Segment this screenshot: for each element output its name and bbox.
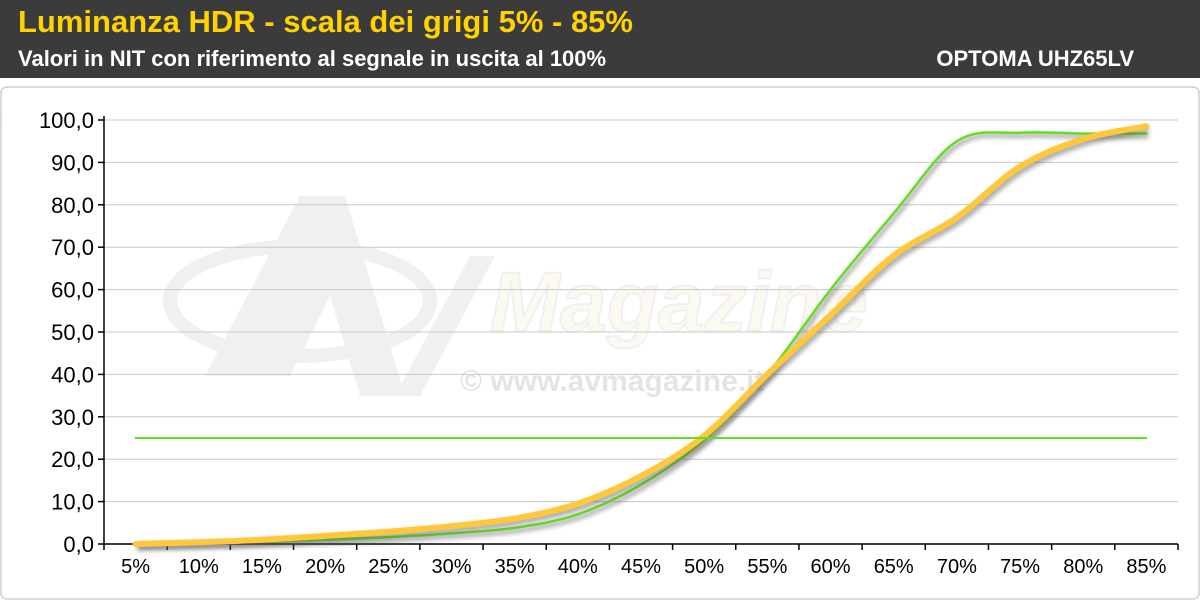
data-point <box>387 437 389 439</box>
data-point <box>1019 132 1021 134</box>
data-point <box>135 437 137 439</box>
data-point <box>514 437 516 439</box>
data-point <box>1146 126 1148 128</box>
data-point <box>956 437 958 439</box>
data-point <box>703 435 705 437</box>
data-point <box>767 437 769 439</box>
data-point <box>577 514 579 516</box>
data-point <box>640 437 642 439</box>
watermark-brand: Magazine <box>490 255 868 349</box>
x-tick-label: 80% <box>1063 556 1103 578</box>
x-tick-label: 60% <box>811 556 851 578</box>
data-point <box>1019 437 1021 439</box>
y-tick-label: 0,0 <box>63 532 94 557</box>
x-tick-label: 15% <box>242 556 282 578</box>
data-point <box>261 539 263 541</box>
data-point <box>703 437 705 439</box>
data-point <box>767 374 769 376</box>
x-tick-label: 5% <box>121 556 150 578</box>
x-tick-label: 30% <box>431 556 471 578</box>
data-point <box>1082 138 1084 140</box>
x-tick-label: 70% <box>937 556 977 578</box>
x-tick-label: 45% <box>621 556 661 578</box>
data-point <box>830 437 832 439</box>
y-tick-label: 40,0 <box>51 362 94 387</box>
chart-area: Magazine © www.avmagazine.it 0,0 10,0 20,0… <box>0 86 1200 600</box>
data-point <box>1082 437 1084 439</box>
x-tick-label: 50% <box>684 556 724 578</box>
data-point <box>1082 133 1084 135</box>
x-tick-label: 65% <box>874 556 914 578</box>
series-shadow-1 <box>137 125 1150 551</box>
data-point <box>451 525 453 527</box>
y-tick-label: 70,0 <box>51 235 94 260</box>
watermark-url: © www.avmagazine.it <box>460 365 764 398</box>
x-tick-label: 10% <box>179 556 219 578</box>
data-point <box>1019 166 1021 168</box>
data-point <box>893 255 895 257</box>
data-point <box>956 140 958 142</box>
grid <box>104 119 1178 503</box>
chart-header: Luminanza HDR - scala dei grigi 5% - 85%… <box>0 0 1200 78</box>
device-model: OPTOMA UHZ65LV <box>936 46 1134 71</box>
series-line-1 <box>132 123 1150 547</box>
watermark: Magazine © www.avmagazine.it <box>163 196 869 398</box>
data-point <box>387 531 389 533</box>
data-point <box>577 437 579 439</box>
y-tick-label: 10,0 <box>51 490 94 515</box>
axes: 0,0 10,0 20,0 30,0 40,0 50,0 60,0 70,0 80,0 90,0 1… <box>39 108 1179 578</box>
data-point <box>830 314 832 316</box>
x-tick-label: 35% <box>495 556 535 578</box>
x-tick-label: 20% <box>305 556 345 578</box>
data-point <box>956 217 958 219</box>
data-point <box>577 503 579 505</box>
y-tick-label: 30,0 <box>51 405 94 430</box>
x-tick-label: 85% <box>1126 556 1166 578</box>
y-tick-label: 20,0 <box>51 447 94 472</box>
data-point <box>1146 437 1148 439</box>
data-point <box>198 542 200 544</box>
data-point <box>514 527 516 529</box>
data-point <box>324 437 326 439</box>
data-point <box>640 475 642 477</box>
y-tick-label: 90,0 <box>51 150 94 175</box>
y-tick-label: 100,0 <box>39 108 94 133</box>
luminance-chart: Magazine © www.avmagazine.it 0,0 10,0 20,0… <box>0 86 1200 600</box>
chart-subtitle: Valori in NIT con riferimento al segnale… <box>18 46 607 71</box>
data-point <box>830 289 832 291</box>
data-point <box>514 518 516 520</box>
data-point <box>893 212 895 214</box>
x-tick-label: 25% <box>368 556 408 578</box>
chart-title: Luminanza HDR - scala dei grigi 5% - 85% <box>18 4 633 39</box>
av-logo-icon <box>163 196 495 396</box>
y-tick-label: 60,0 <box>51 278 94 303</box>
data-point <box>893 437 895 439</box>
y-tick-label: 50,0 <box>51 320 94 345</box>
series <box>132 123 1150 551</box>
x-tick-label: 55% <box>747 556 787 578</box>
data-point <box>135 543 137 545</box>
data-point <box>198 437 200 439</box>
y-tick-label: 80,0 <box>51 193 94 218</box>
x-tick-label: 75% <box>1000 556 1040 578</box>
data-point <box>324 535 326 537</box>
x-tick-label: 40% <box>558 556 598 578</box>
data-point <box>451 437 453 439</box>
data-point <box>261 437 263 439</box>
